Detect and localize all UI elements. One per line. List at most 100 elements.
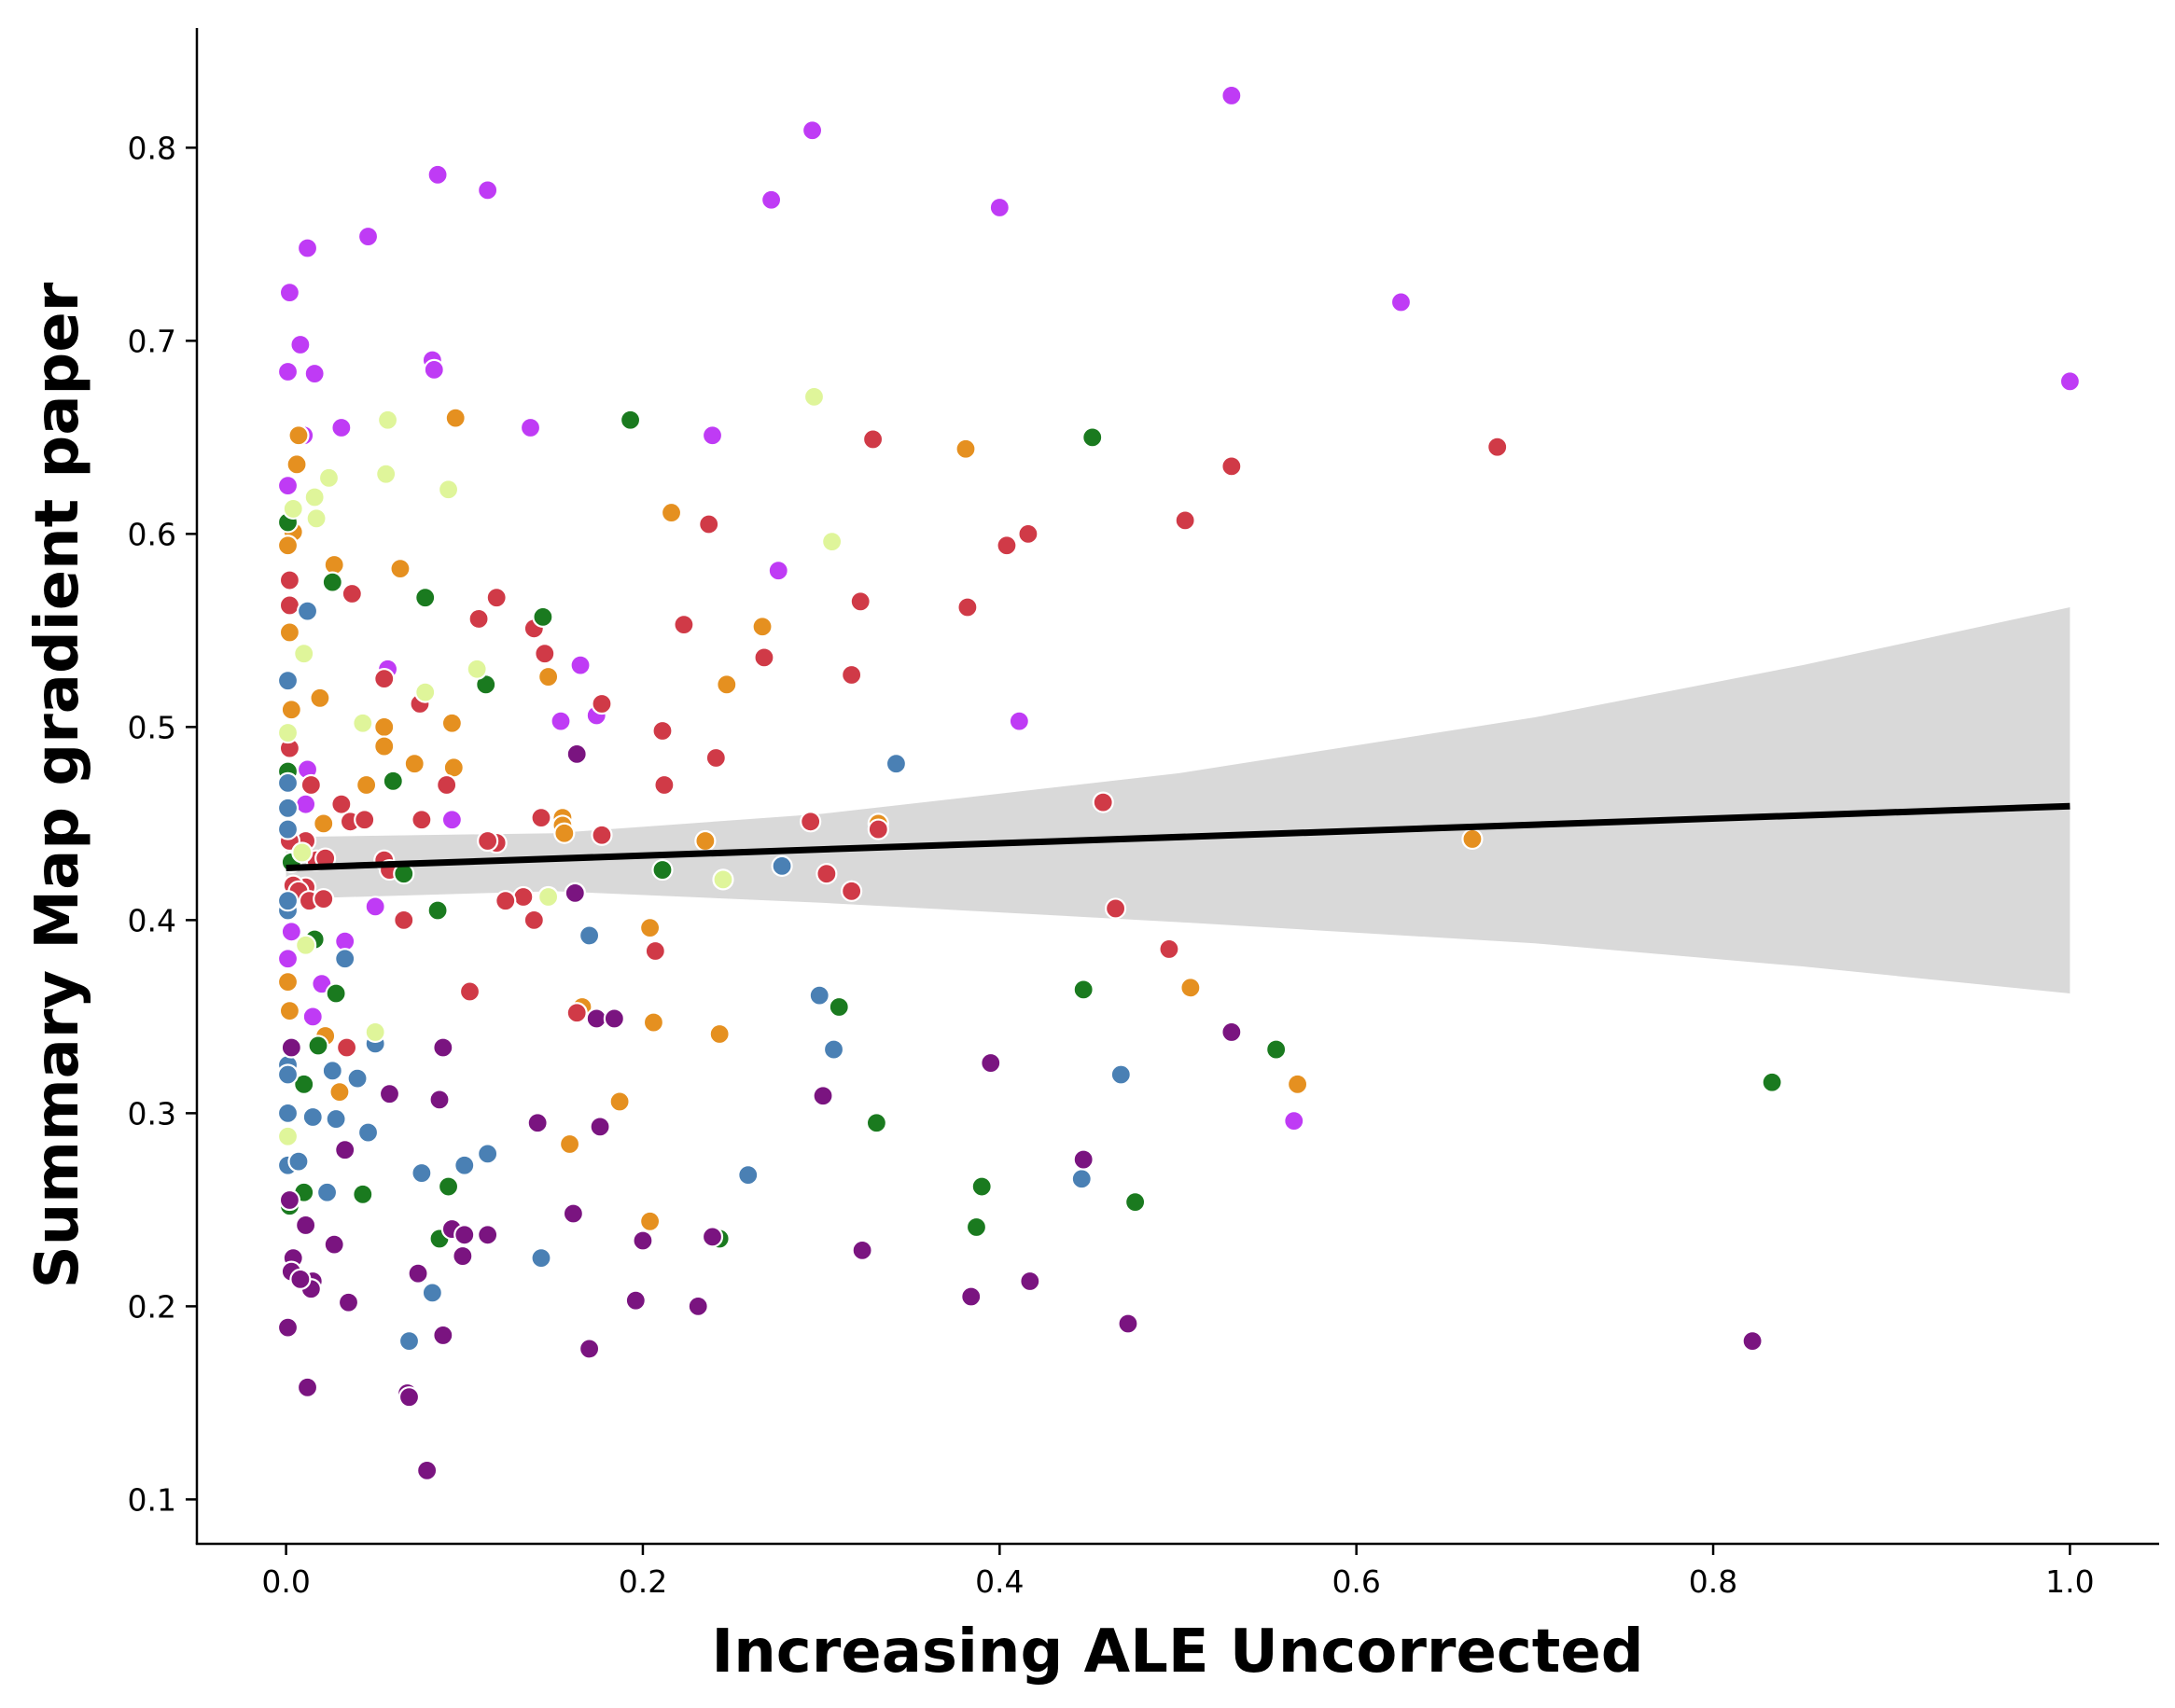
x-tick-label: 0.6 (1331, 1563, 1380, 1600)
data-point (477, 829, 499, 853)
data-point (828, 995, 850, 1019)
data-point (495, 890, 517, 912)
y-tick-label: 0.7 (128, 323, 176, 359)
data-point (287, 1150, 310, 1173)
data-point (301, 1105, 324, 1129)
data-point (841, 880, 863, 902)
data-point (1265, 1038, 1288, 1061)
data-point (1389, 291, 1413, 313)
data-point (1072, 979, 1094, 1001)
data-point (737, 1164, 760, 1187)
data-point (356, 1121, 380, 1144)
data-point (313, 887, 335, 910)
axis-ticks: 0.0 0.2 0.4 0.6 0.8 1.0 0.1 0.2 0.3 0.4 0.5 0.6 0.7 0… (128, 130, 2095, 1600)
data-point (701, 424, 724, 447)
data-point (564, 882, 586, 904)
data-point (1174, 509, 1196, 532)
y-tick-label: 0.4 (128, 902, 176, 938)
data-point (305, 507, 328, 530)
data-point (301, 1006, 324, 1028)
data-point (550, 710, 572, 732)
data-point (296, 237, 319, 259)
data-point (444, 407, 467, 429)
data-point (280, 921, 302, 943)
data-point (537, 885, 560, 909)
data-point (812, 1085, 834, 1107)
data-point (278, 569, 301, 591)
data-point (562, 1202, 584, 1225)
data-point (767, 560, 789, 582)
data-point (801, 119, 824, 142)
data-point (565, 743, 588, 765)
y-axis-title: Summary Map gradient paper (23, 282, 92, 1288)
data-point (960, 1285, 983, 1308)
data-point (821, 531, 844, 553)
data-point (816, 863, 838, 885)
data-point (537, 665, 560, 688)
data-point (467, 607, 490, 631)
data-point (309, 687, 331, 709)
y-tick-label: 0.5 (128, 709, 176, 745)
data-point (708, 1022, 731, 1046)
data-point (423, 358, 445, 382)
data-point (1109, 1063, 1132, 1086)
data-point (523, 909, 545, 931)
data-point (416, 1459, 439, 1481)
data-point (589, 1116, 611, 1138)
data-point (335, 1036, 358, 1059)
data-point (432, 1324, 454, 1347)
data-point (276, 721, 300, 744)
data-point (291, 841, 314, 864)
data-point (293, 1073, 315, 1095)
data-point (341, 582, 363, 605)
x-tick-label: 0.4 (975, 1563, 1024, 1600)
data-point (411, 1161, 433, 1185)
plot-area (276, 84, 2082, 1481)
data-point (453, 1154, 476, 1176)
data-point (1104, 897, 1127, 920)
data-point (639, 917, 662, 939)
data-point (578, 924, 601, 947)
data-point (315, 1181, 339, 1203)
data-point (530, 1247, 552, 1270)
data-point (1117, 1312, 1139, 1335)
data-point (317, 466, 341, 489)
x-tick-label: 1.0 (2045, 1563, 2094, 1600)
data-point (421, 1282, 443, 1304)
data-point (337, 1291, 360, 1313)
data-point (303, 362, 326, 385)
data-point (1092, 791, 1114, 813)
data-point (701, 1226, 724, 1248)
data-point (1220, 84, 1243, 107)
data-point (286, 453, 308, 476)
data-point (334, 1139, 356, 1161)
data-point (437, 1175, 460, 1198)
data-point (397, 1330, 421, 1353)
data-point (808, 984, 830, 1007)
data-point (321, 1060, 343, 1082)
data-point (512, 885, 535, 909)
data-point (397, 1386, 421, 1409)
data-point (632, 1229, 654, 1252)
data-point (346, 1067, 369, 1090)
data-point (1158, 937, 1180, 961)
data-point (440, 809, 463, 831)
data-point (639, 1210, 662, 1232)
data-point (822, 1038, 845, 1061)
data-point (565, 1002, 588, 1024)
data-point (295, 934, 317, 956)
data-point (644, 939, 666, 963)
data-point (651, 719, 674, 743)
data-point (378, 1083, 401, 1105)
data-point (276, 948, 300, 970)
data-point (307, 1035, 329, 1057)
data-point (325, 982, 347, 1005)
data-point (276, 1125, 300, 1147)
y-tick-label: 0.1 (128, 1481, 176, 1518)
data-point (389, 558, 411, 580)
data-point (1019, 1270, 1041, 1293)
data-point (771, 854, 793, 878)
data-point (296, 1376, 319, 1398)
data-point (578, 1338, 601, 1360)
